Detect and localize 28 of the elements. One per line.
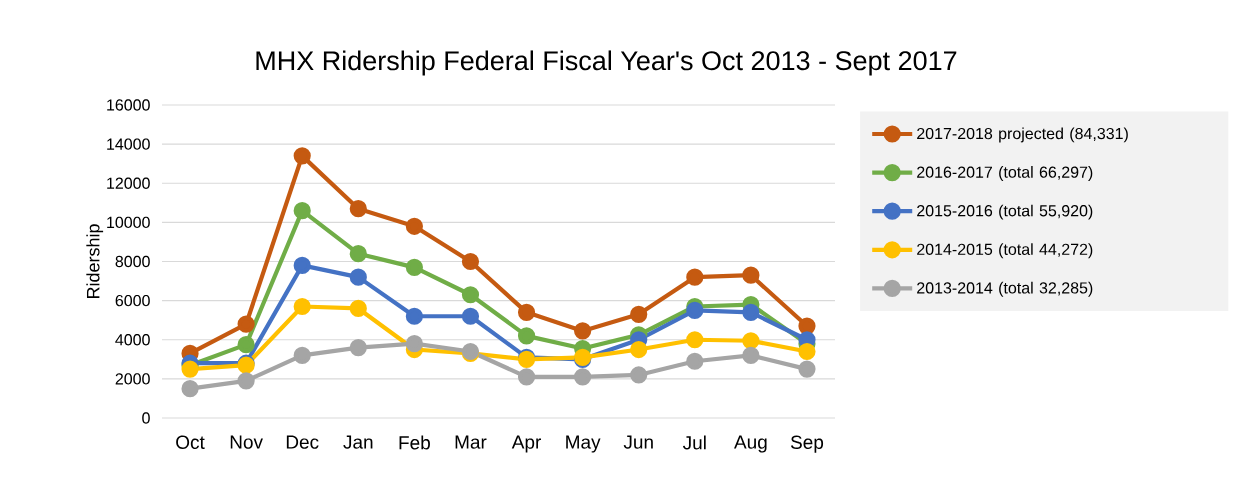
x-tick-label: Jun xyxy=(623,435,653,449)
legend-label: 2016-2017 (total 66,297) xyxy=(917,166,1093,181)
x-tick-label: Jan xyxy=(343,435,373,449)
y-tick-label: 12000 xyxy=(107,177,150,189)
y-tick-label: 8000 xyxy=(115,255,150,268)
x-tick-label: May xyxy=(566,435,601,453)
x-tick-label: Mar xyxy=(455,435,487,449)
y-tick-label: 0 xyxy=(142,412,150,424)
x-tick-label: Feb xyxy=(399,435,430,450)
y-tick-label: 2000 xyxy=(115,373,150,385)
x-tick-label: Nov xyxy=(230,435,263,449)
y-tick-label: 6000 xyxy=(115,294,150,307)
x-tick-label: Apr xyxy=(511,435,542,453)
legend-label: 2013-2014 (total 32,285) xyxy=(917,281,1093,297)
y-tick-label: 4000 xyxy=(115,334,150,346)
y-tick-label: 16000 xyxy=(107,99,150,111)
chart-title: MHX Ridership Federal Fiscal Year's Oct 2013 - Sept 2017 xyxy=(256,50,957,76)
x-tick-label: Sep xyxy=(790,435,824,453)
y-tick-label: 14000 xyxy=(107,138,150,150)
x-tick-label: Dec xyxy=(286,435,319,449)
legend-label: 2014-2015 (total 44,272) xyxy=(917,243,1093,259)
legend-label: 2015-2016 (total 55,920) xyxy=(917,204,1093,220)
y-axis-title: Ridership xyxy=(86,224,104,299)
legend-label: 2017-2018 projected (84,331) xyxy=(917,127,1128,143)
x-tick-label: Jul xyxy=(682,435,706,450)
y-tick-label: 10000 xyxy=(107,216,150,229)
x-tick-label: Aug xyxy=(734,435,767,453)
x-tick-label: Oct xyxy=(176,435,205,449)
